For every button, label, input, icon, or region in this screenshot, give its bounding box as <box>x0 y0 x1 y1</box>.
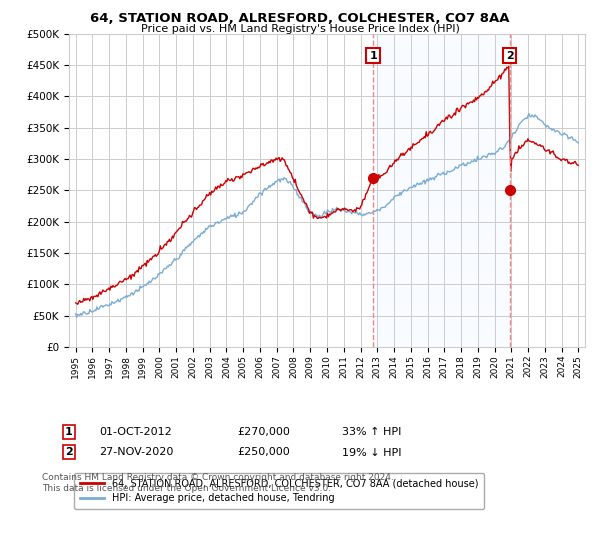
Legend: 64, STATION ROAD, ALRESFORD, COLCHESTER, CO7 8AA (detached house), HPI: Average : 64, STATION ROAD, ALRESFORD, COLCHESTER,… <box>74 473 484 510</box>
Text: Contains HM Land Registry data © Crown copyright and database right 2024.
This d: Contains HM Land Registry data © Crown c… <box>42 473 394 493</box>
Text: 2: 2 <box>65 447 73 458</box>
Text: 01-OCT-2012: 01-OCT-2012 <box>99 427 172 437</box>
Text: Price paid vs. HM Land Registry's House Price Index (HPI): Price paid vs. HM Land Registry's House … <box>140 24 460 34</box>
Text: 19% ↓ HPI: 19% ↓ HPI <box>342 447 401 458</box>
Text: 33% ↑ HPI: 33% ↑ HPI <box>342 427 401 437</box>
Text: £250,000: £250,000 <box>237 447 290 458</box>
Text: 64, STATION ROAD, ALRESFORD, COLCHESTER, CO7 8AA: 64, STATION ROAD, ALRESFORD, COLCHESTER,… <box>90 12 510 25</box>
Text: 1: 1 <box>65 427 73 437</box>
Text: 27-NOV-2020: 27-NOV-2020 <box>99 447 173 458</box>
Text: £270,000: £270,000 <box>237 427 290 437</box>
Text: 2: 2 <box>506 50 514 60</box>
Text: 1: 1 <box>369 50 377 60</box>
Bar <box>373 34 509 347</box>
